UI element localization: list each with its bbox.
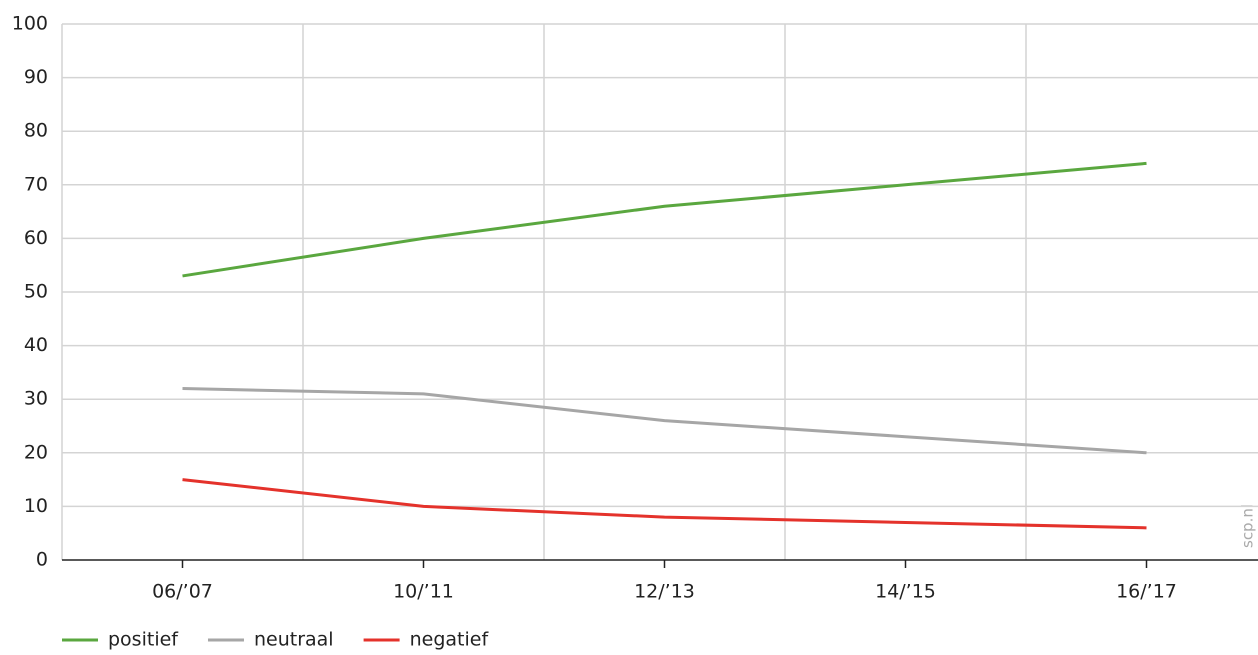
y-tick-label: 100: [12, 13, 48, 35]
y-tick-label: 30: [24, 388, 48, 410]
line-series: [182, 478, 1147, 530]
y-tick-label: 70: [24, 173, 48, 195]
y-tick-label: 80: [24, 120, 48, 142]
x-tick-label: 12/’13: [634, 581, 695, 603]
line-series: [182, 161, 1147, 278]
x-tick-label: 06/’07: [152, 581, 213, 603]
y-tick-label: 60: [24, 227, 48, 249]
legend-label: negatief: [410, 629, 490, 651]
y-tick-label: 40: [24, 334, 48, 356]
line-series: [182, 386, 1147, 455]
y-tick-label: 20: [24, 441, 48, 463]
x-tick-label: 14/’15: [875, 581, 936, 603]
x-tick-label: 16/’17: [1116, 581, 1177, 603]
y-tick-label: 50: [24, 281, 48, 303]
x-tick-label: 10/’11: [393, 581, 454, 603]
legend-label: positief: [108, 629, 179, 651]
y-tick-label: 0: [36, 549, 48, 571]
legend-label: neutraal: [254, 629, 334, 651]
y-tick-label: 10: [24, 495, 48, 517]
y-tick-label: 90: [24, 66, 48, 88]
watermark: scp.nl: [1239, 504, 1257, 548]
